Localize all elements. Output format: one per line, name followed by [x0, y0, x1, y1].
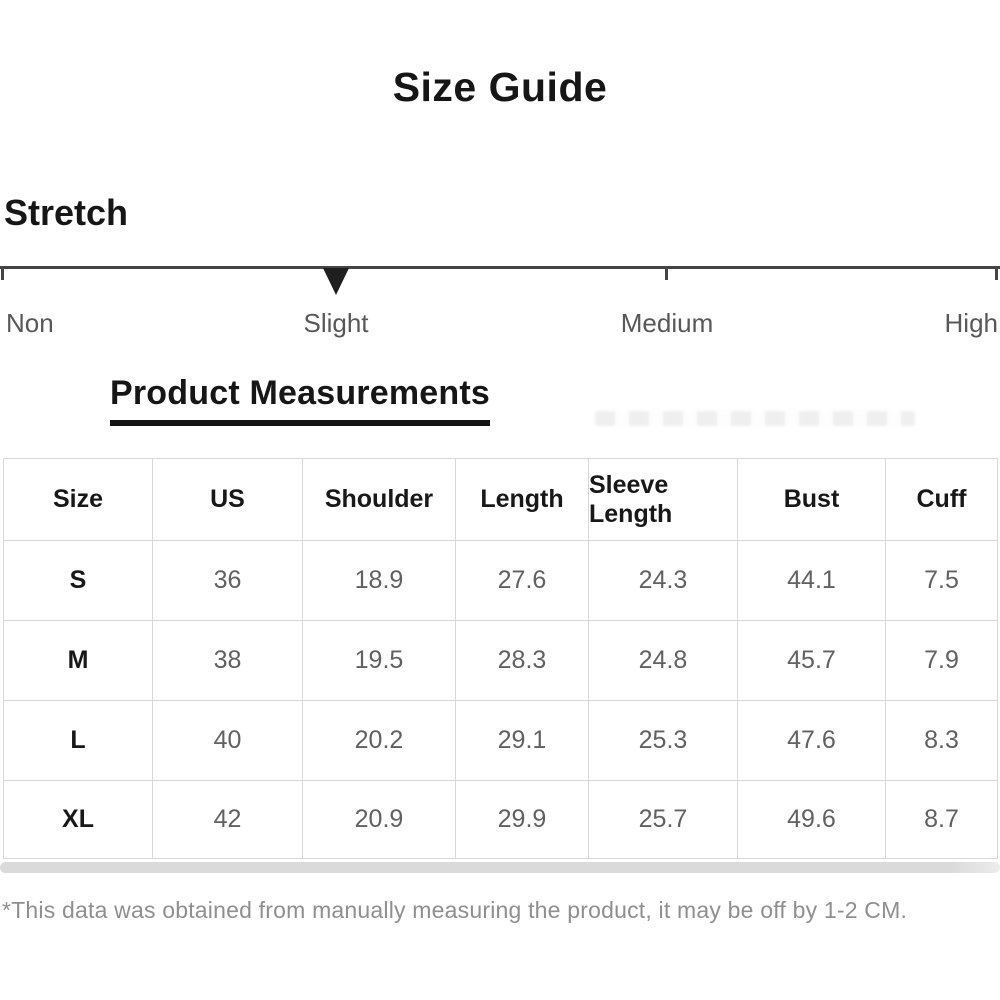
value-cell: 42: [153, 781, 303, 859]
value-cell: 29.9: [456, 781, 589, 859]
measurements-heading: Product Measurements: [110, 374, 490, 426]
value-cell: 24.8: [589, 621, 738, 701]
value-cell: 7.5: [886, 541, 998, 621]
value-cell: 49.6: [738, 781, 886, 859]
value-cell: 25.3: [589, 701, 738, 781]
value-cell: 27.6: [456, 541, 589, 621]
size-cell: L: [4, 701, 153, 781]
stretch-level-medium: Medium: [620, 308, 714, 338]
size-cell: M: [4, 621, 153, 701]
value-cell: 36: [153, 541, 303, 621]
size-cell: XL: [4, 781, 153, 859]
value-cell: 45.7: [738, 621, 886, 701]
scale-tick-non: [1, 266, 4, 280]
value-cell: 20.2: [303, 701, 456, 781]
value-cell: 28.3: [456, 621, 589, 701]
value-cell: 38: [153, 621, 303, 701]
size-cell: S: [4, 541, 153, 621]
value-cell: 25.7: [589, 781, 738, 859]
stretch-marker-icon: [323, 268, 349, 295]
size-table: Size US Shoulder Length Sleeve Length Bu…: [3, 458, 998, 859]
value-cell: 7.9: [886, 621, 998, 701]
column-header-sleeve-length: Sleeve Length: [589, 459, 738, 541]
column-header-cuff: Cuff: [886, 459, 998, 541]
value-cell: 18.9: [303, 541, 456, 621]
column-header-bust: Bust: [738, 459, 886, 541]
horizontal-scrollbar[interactable]: [0, 862, 1000, 873]
column-header-shoulder: Shoulder: [303, 459, 456, 541]
scale-tick-high: [995, 266, 998, 280]
faded-text-artifact: [595, 411, 915, 426]
column-header-length: Length: [456, 459, 589, 541]
value-cell: 24.3: [589, 541, 738, 621]
stretch-level-non: Non: [6, 308, 54, 338]
stretch-section-label: Stretch: [4, 192, 129, 233]
value-cell: 47.6: [738, 701, 886, 781]
value-cell: 44.1: [738, 541, 886, 621]
value-cell: 40: [153, 701, 303, 781]
value-cell: 8.3: [886, 701, 998, 781]
stretch-scale-line: [0, 266, 1000, 269]
column-header-size: Size: [4, 459, 153, 541]
value-cell: 19.5: [303, 621, 456, 701]
stretch-level-slight: Slight: [303, 308, 369, 338]
page-title: Size Guide: [392, 64, 608, 110]
value-cell: 8.7: [886, 781, 998, 859]
stretch-level-high: High: [944, 308, 998, 338]
column-header-us: US: [153, 459, 303, 541]
scale-tick-medium: [665, 266, 668, 280]
value-cell: 20.9: [303, 781, 456, 859]
value-cell: 29.1: [456, 701, 589, 781]
measurement-disclaimer: *This data was obtained from manually me…: [2, 897, 908, 923]
